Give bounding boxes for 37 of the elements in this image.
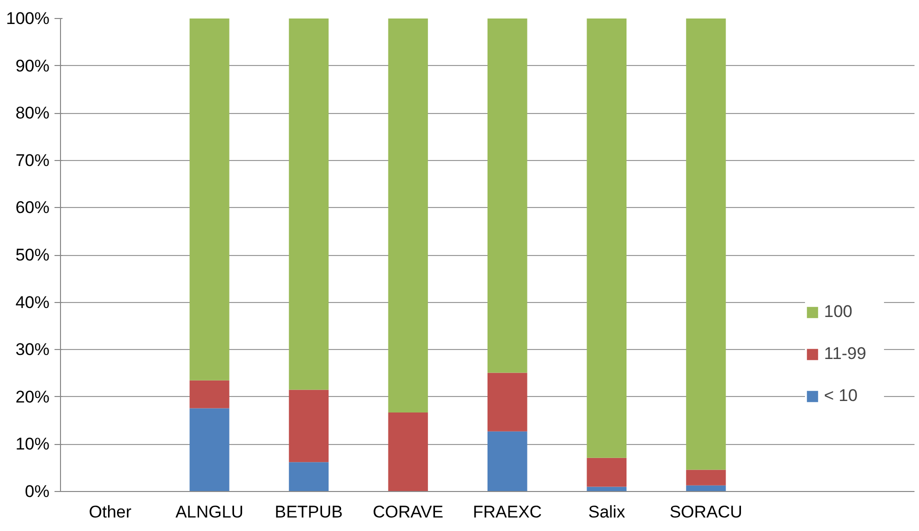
y-tick-label: 40% [15, 292, 50, 312]
y-tick-label: 0% [24, 482, 50, 501]
y-tick-label: 90% [15, 56, 50, 76]
bar [686, 18, 726, 470]
y-tick-label: 100% [6, 9, 50, 28]
x-tick-label: Other [88, 502, 132, 522]
bar [190, 408, 230, 492]
y-tick-label: 60% [15, 198, 50, 218]
bar [686, 470, 726, 486]
legend-label: 100 [824, 302, 854, 322]
x-tick-label: ALNGLU [175, 502, 244, 522]
x-tick-label: FRAEXC [472, 502, 542, 522]
bar [288, 18, 329, 390]
y-tick-label: 30% [15, 340, 50, 360]
x-tick-label: Salix [588, 502, 626, 522]
legend-label: < 10 [824, 386, 859, 406]
bar [488, 18, 528, 373]
y-tick-label: 50% [15, 246, 50, 264]
y-tick-label: 70% [15, 150, 50, 170]
bar [190, 18, 230, 380]
bar [686, 485, 726, 492]
bar [388, 18, 428, 413]
bar [288, 462, 329, 492]
bar [586, 18, 627, 458]
bar [388, 412, 428, 492]
legend-label: 11-99 [824, 344, 868, 364]
bar [488, 372, 528, 432]
y-tick-label: 80% [15, 104, 50, 123]
x-tick-label: SORACU [670, 502, 742, 522]
y-tick-label: 10% [15, 434, 50, 454]
bar [586, 458, 627, 487]
x-tick-label: CORAVE [372, 502, 444, 522]
bar [288, 390, 329, 462]
y-tick-label: 20% [15, 387, 50, 406]
bar [190, 380, 230, 408]
bar [488, 431, 528, 492]
x-tick-label: BETPUB [274, 502, 343, 522]
